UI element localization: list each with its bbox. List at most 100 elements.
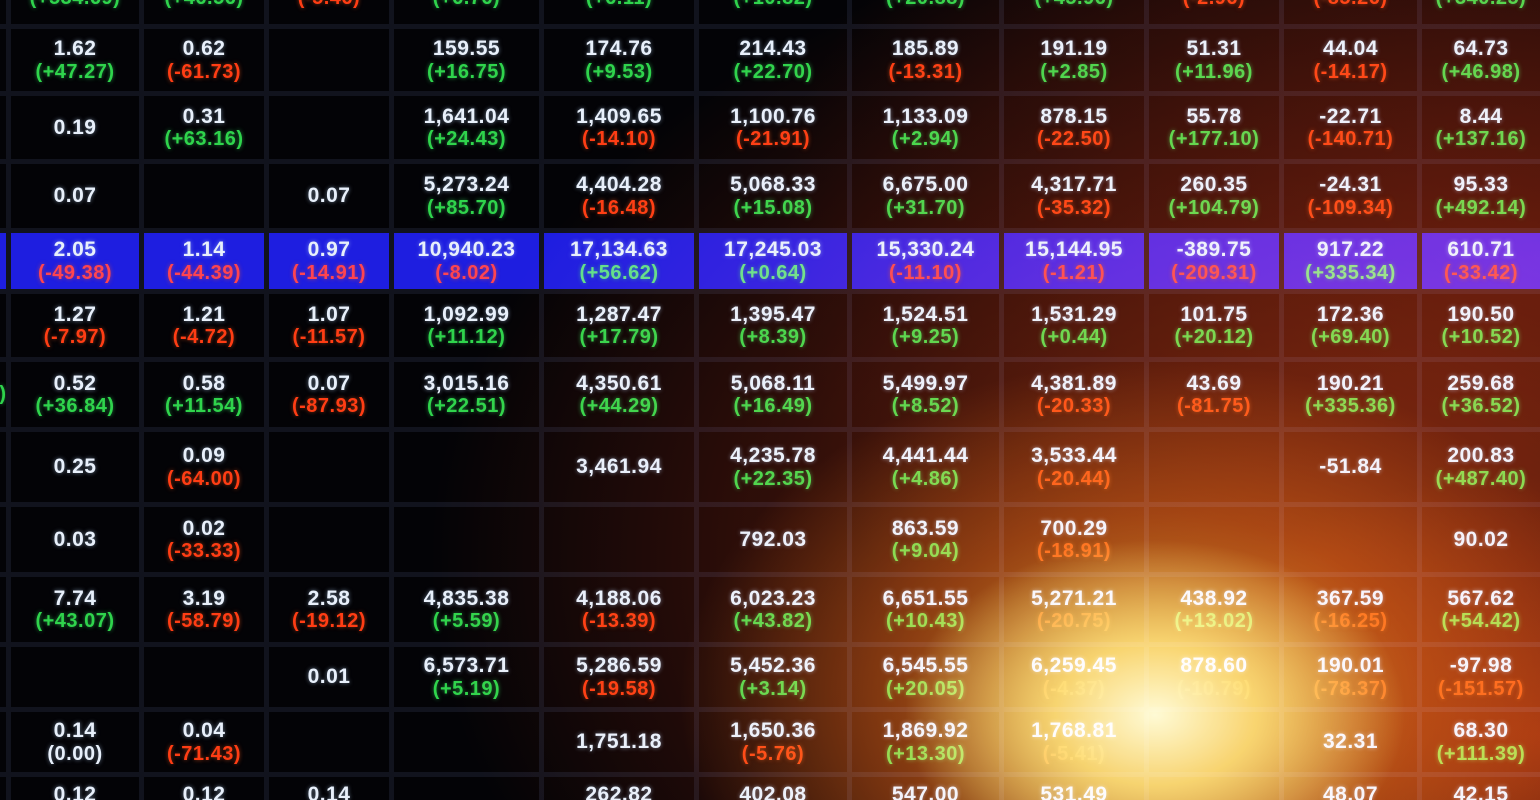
table-cell[interactable] (394, 507, 539, 572)
table-cell[interactable] (0, 96, 6, 159)
table-cell[interactable]: (+45.96) (1004, 0, 1144, 24)
table-cell[interactable]: 4,235.78 (+22.35) (699, 432, 847, 502)
table-cell[interactable]: 7.74 (+43.07) (11, 577, 139, 642)
table-cell[interactable]: 700.29 (-18.91) (1004, 507, 1144, 572)
table-cell[interactable]: 95.33 (+492.14) (1422, 164, 1540, 228)
selected-row-cell[interactable]: 0.97 (-14.91) (269, 233, 389, 289)
selected-row-cell[interactable]: 10,940.23 (-8.02) (394, 233, 539, 289)
table-cell[interactable]: 0.12 (11, 777, 139, 800)
table-cell[interactable]: 5,271.21 (-20.75) (1004, 577, 1144, 642)
table-cell[interactable]: 101.75 (+20.12) (1149, 294, 1279, 357)
table-cell[interactable]: 878.60 (-10.79) (1149, 647, 1279, 707)
table-cell[interactable]: 438.92 (+13.02) (1149, 577, 1279, 642)
table-cell[interactable]: 4,381.89 (-20.33) (1004, 362, 1144, 427)
table-cell[interactable]: (+46.56) (144, 0, 264, 24)
table-cell[interactable]: 200.83 (+487.40) (1422, 432, 1540, 502)
table-cell[interactable]: 0.14 (269, 777, 389, 800)
table-cell[interactable]: 1,751.18 (544, 712, 694, 772)
selected-row-cell[interactable]: 1.14 (-44.39) (144, 233, 264, 289)
table-cell[interactable]: 367.59 (-16.25) (1284, 577, 1417, 642)
table-cell[interactable]: 0.04 (-71.43) (144, 712, 264, 772)
table-cell[interactable]: 1.27 (-7.97) (11, 294, 139, 357)
table-cell[interactable]: 4,317.71 (-35.32) (1004, 164, 1144, 228)
table-cell[interactable]: 42.15 (1422, 777, 1540, 800)
table-cell[interactable]: 51.31 (+11.96) (1149, 29, 1279, 91)
table-cell[interactable]: 4,835.38 (+5.59) (394, 577, 539, 642)
table-cell[interactable]: 1.21 (-4.72) (144, 294, 264, 357)
table-cell[interactable]: 547.00 (852, 777, 999, 800)
table-cell[interactable]: 190.50 (+10.52) (1422, 294, 1540, 357)
table-cell[interactable]: -97.98 (-151.57) (1422, 647, 1540, 707)
selected-row-cell[interactable]: 917.22 (+335.34) (1284, 233, 1417, 289)
table-cell[interactable]: -22.71 (-140.71) (1284, 96, 1417, 159)
table-cell[interactable] (0, 294, 6, 357)
table-cell[interactable]: 90.02 (1422, 507, 1540, 572)
table-cell[interactable] (0, 29, 6, 91)
table-cell[interactable]: 0.31 (+63.16) (144, 96, 264, 159)
table-cell[interactable]: 43.69 (-81.75) (1149, 362, 1279, 427)
table-cell[interactable]: 4,350.61 (+44.29) (544, 362, 694, 427)
table-cell[interactable]: 792.03 (699, 507, 847, 572)
table-cell[interactable]: 0.14 (0.00) (11, 712, 139, 772)
table-cell[interactable] (269, 29, 389, 91)
table-cell[interactable]: 0.09 (-64.00) (144, 432, 264, 502)
selected-row-cell[interactable]: 2.05 (-49.38) (11, 233, 139, 289)
table-cell[interactable]: 1,100.76 (-21.91) (699, 96, 847, 159)
table-cell[interactable]: 1,133.09 (+2.94) (852, 96, 999, 159)
table-cell[interactable]: 5,068.33 (+15.08) (699, 164, 847, 228)
table-cell[interactable] (544, 507, 694, 572)
table-cell[interactable]: 0.19 (11, 96, 139, 159)
table-cell[interactable]: (+340.25) (1422, 0, 1540, 24)
table-cell[interactable]: 214.43 (+22.70) (699, 29, 847, 91)
table-cell[interactable]: 68.30 (+111.39) (1422, 712, 1540, 772)
table-cell[interactable]: 159.55 (+16.75) (394, 29, 539, 91)
table-cell[interactable]: 44.04 (-14.17) (1284, 29, 1417, 91)
table-cell[interactable]: 0.03 (11, 507, 139, 572)
table-cell[interactable] (1149, 712, 1279, 772)
table-cell[interactable]: 55.78 (+177.10) (1149, 96, 1279, 159)
table-cell[interactable]: 259.68 (+36.52) (1422, 362, 1540, 427)
table-cell[interactable] (0, 432, 6, 502)
table-cell[interactable]: 0.25 (11, 432, 139, 502)
table-cell[interactable]: 48.07 (1284, 777, 1417, 800)
table-cell[interactable] (0, 0, 6, 24)
table-cell[interactable] (0, 647, 6, 707)
table-cell[interactable] (0, 712, 6, 772)
table-cell[interactable]: 4,404.28 (-16.48) (544, 164, 694, 228)
table-cell[interactable]: 172.36 (+69.40) (1284, 294, 1417, 357)
table-cell[interactable]: 6,259.45 (-4.37) (1004, 647, 1144, 707)
table-cell[interactable]: ) (0, 362, 6, 427)
table-cell[interactable]: 5,452.36 (+3.14) (699, 647, 847, 707)
table-cell[interactable]: 0.02 (-33.33) (144, 507, 264, 572)
table-cell[interactable]: 3,015.16 (+22.51) (394, 362, 539, 427)
table-cell[interactable] (394, 712, 539, 772)
table-cell[interactable]: 0.07 (-87.93) (269, 362, 389, 427)
table-cell[interactable]: 567.62 (+54.42) (1422, 577, 1540, 642)
table-cell[interactable]: 190.21 (+335.36) (1284, 362, 1417, 427)
table-cell[interactable]: 6,545.55 (+20.05) (852, 647, 999, 707)
table-cell[interactable]: 260.35 (+104.79) (1149, 164, 1279, 228)
table-cell[interactable]: 64.73 (+46.98) (1422, 29, 1540, 91)
table-cell[interactable] (11, 647, 139, 707)
table-cell[interactable]: (+534.69) (11, 0, 139, 24)
table-cell[interactable]: 1,650.36 (-5.76) (699, 712, 847, 772)
table-cell[interactable]: 1,641.04 (+24.43) (394, 96, 539, 159)
table-cell[interactable]: 1,524.51 (+9.25) (852, 294, 999, 357)
table-cell[interactable] (0, 577, 6, 642)
table-cell[interactable]: 6,651.55 (+10.43) (852, 577, 999, 642)
table-cell[interactable]: 3,461.94 (544, 432, 694, 502)
table-cell[interactable] (144, 647, 264, 707)
table-cell[interactable] (269, 507, 389, 572)
table-cell[interactable]: (-85.26) (1284, 0, 1417, 24)
table-cell[interactable]: 1,531.29 (+0.44) (1004, 294, 1144, 357)
table-cell[interactable]: 0.52 (+36.84) (11, 362, 139, 427)
table-cell[interactable] (394, 777, 539, 800)
table-cell[interactable]: (-2.96) (1149, 0, 1279, 24)
table-cell[interactable]: (+20.88) (852, 0, 999, 24)
table-cell[interactable]: 174.76 (+9.53) (544, 29, 694, 91)
table-cell[interactable]: 6,573.71 (+5.19) (394, 647, 539, 707)
table-cell[interactable]: 3.19 (-58.79) (144, 577, 264, 642)
table-cell[interactable] (144, 164, 264, 228)
table-cell[interactable]: 8.44 (+137.16) (1422, 96, 1540, 159)
table-cell[interactable]: (+10.82) (699, 0, 847, 24)
